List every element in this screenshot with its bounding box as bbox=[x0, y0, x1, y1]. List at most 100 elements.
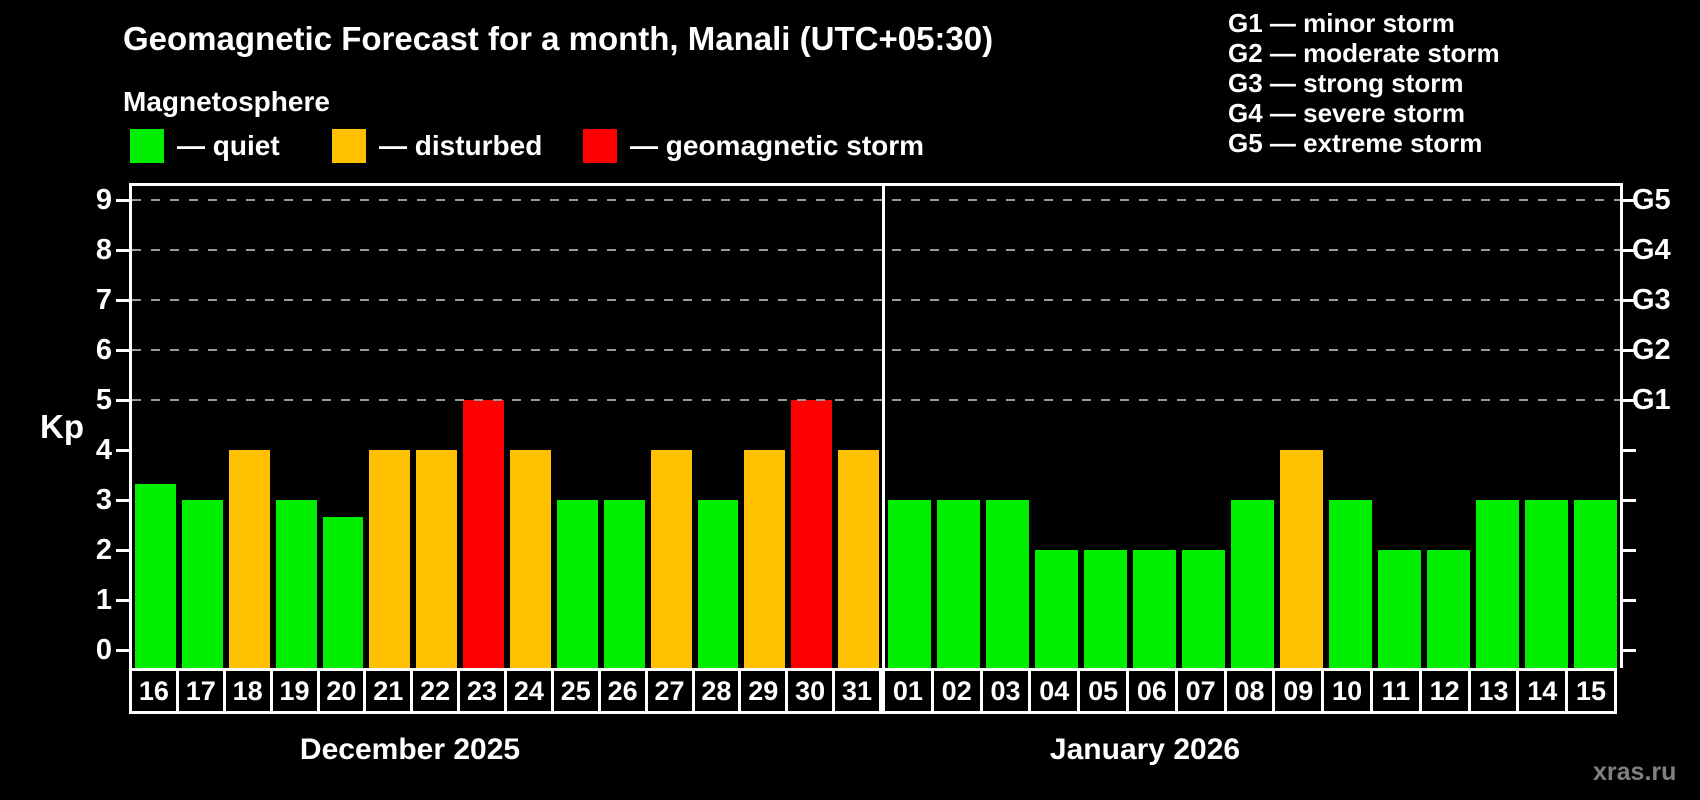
gridline-kp-8 bbox=[132, 249, 1620, 251]
legend-label-disturbed: — disturbed bbox=[379, 130, 543, 161]
kp-bar-20 bbox=[322, 516, 364, 668]
day-label-06: 06 bbox=[1125, 668, 1178, 714]
bar-slot bbox=[1081, 186, 1130, 668]
day-label-02: 02 bbox=[930, 668, 983, 714]
day-label-05: 05 bbox=[1077, 668, 1129, 714]
legend-item-disturbed: — disturbed bbox=[332, 126, 542, 166]
bar-slot bbox=[413, 186, 460, 668]
right-axis-tick bbox=[1623, 649, 1636, 652]
right-axis-tick bbox=[1623, 599, 1636, 602]
day-label-24: 24 bbox=[504, 668, 554, 714]
kp-bar-17 bbox=[181, 500, 223, 668]
kp-bar-10 bbox=[1329, 500, 1372, 668]
bar-slot bbox=[983, 186, 1032, 668]
day-label-13: 13 bbox=[1467, 668, 1520, 714]
bar-slot bbox=[741, 186, 788, 668]
watermark: xras.ru bbox=[1593, 758, 1677, 786]
day-label-25: 25 bbox=[550, 668, 601, 714]
kp-bar-16 bbox=[135, 483, 176, 668]
storm-scale-line-1: G1 — minor storm bbox=[1228, 8, 1455, 38]
bar-slot bbox=[179, 186, 226, 668]
month-divider-line bbox=[882, 186, 885, 668]
day-label-09: 09 bbox=[1272, 668, 1325, 714]
kp-bar-05 bbox=[1084, 550, 1127, 668]
plot-area: 0 1 2 3 4 5 6 7 8 9 G1 G2 G3 G4 G5 bbox=[96, 183, 1671, 668]
day-label-17: 17 bbox=[175, 668, 226, 714]
kp-bar-29 bbox=[744, 450, 786, 668]
legend-label-storm: — geomagnetic storm bbox=[630, 130, 925, 161]
day-label-01: 01 bbox=[882, 668, 934, 714]
bar-slot bbox=[507, 186, 554, 668]
bar-slot bbox=[273, 186, 320, 668]
right-axis-tick bbox=[1623, 349, 1636, 352]
bar-slot bbox=[648, 186, 695, 668]
storm-scale-line-3: G3 — strong storm bbox=[1228, 68, 1464, 98]
g-scale-label: G5 bbox=[1632, 184, 1671, 216]
month-label-january: January 2026 bbox=[1049, 733, 1241, 766]
kp-bar-06 bbox=[1133, 550, 1176, 668]
bars-group-0 bbox=[132, 186, 882, 668]
kp-bar-31 bbox=[838, 450, 879, 668]
month-label-december: December 2025 bbox=[299, 733, 521, 766]
y-tick-label: 4 bbox=[95, 434, 112, 466]
day-label-27: 27 bbox=[644, 668, 695, 714]
y-axis-tick bbox=[116, 499, 129, 502]
day-boxes-group-1: 01 02 03 04 05 06 07 08 09 10 11 12 13 14 15 bbox=[882, 668, 1617, 714]
day-label-26: 26 bbox=[597, 668, 648, 714]
right-axis-tick bbox=[1623, 249, 1636, 252]
bar-slot bbox=[1179, 186, 1228, 668]
day-label-22: 22 bbox=[410, 668, 461, 714]
bar-slot bbox=[460, 186, 507, 668]
day-label-18: 18 bbox=[222, 668, 273, 714]
y-axis-tick bbox=[116, 249, 129, 252]
right-axis-tick bbox=[1623, 199, 1636, 202]
kp-level-legend: — quiet — disturbed — geomagnetic storm bbox=[0, 126, 1000, 166]
bar-slot bbox=[1032, 186, 1081, 668]
kp-bar-11 bbox=[1378, 550, 1421, 668]
right-axis-tick bbox=[1623, 499, 1636, 502]
bar-slot bbox=[934, 186, 983, 668]
y-tick-label: 1 bbox=[95, 584, 112, 616]
kp-bar-23 bbox=[463, 400, 504, 668]
kp-bar-21 bbox=[369, 450, 411, 668]
y-axis-tick bbox=[116, 599, 129, 602]
g-scale-label: G3 bbox=[1632, 284, 1671, 316]
bar-slot bbox=[1130, 186, 1179, 668]
bar-slot bbox=[366, 186, 413, 668]
legend-item-storm: — geomagnetic storm bbox=[583, 126, 924, 166]
kp-bar-08 bbox=[1231, 500, 1274, 668]
kp-bar-25 bbox=[556, 500, 598, 668]
chart-title: Geomagnetic Forecast for a month, Manali… bbox=[123, 20, 994, 57]
right-axis-tick bbox=[1623, 549, 1636, 552]
bar-slot bbox=[1571, 186, 1620, 668]
bar-slot bbox=[601, 186, 648, 668]
kp-bar-13 bbox=[1476, 500, 1519, 668]
kp-bar-14 bbox=[1525, 500, 1568, 668]
bar-slot bbox=[132, 186, 179, 668]
bar-slot bbox=[835, 186, 882, 668]
y-axis-tick bbox=[116, 199, 129, 202]
day-label-20: 20 bbox=[316, 668, 367, 714]
bar-slot bbox=[788, 186, 835, 668]
y-tick-label: 7 bbox=[95, 284, 112, 316]
y-tick-label: 9 bbox=[95, 184, 112, 216]
legend-swatch-disturbed-icon bbox=[332, 129, 366, 163]
bar-slot bbox=[1424, 186, 1473, 668]
y-axis-tick bbox=[116, 649, 129, 652]
y-tick-label: 5 bbox=[95, 384, 112, 416]
g-scale-label: G1 bbox=[1632, 384, 1671, 416]
y-tick-label: 0 bbox=[95, 634, 112, 666]
storm-scale-line-2: G2 — moderate storm bbox=[1228, 38, 1500, 68]
legend-swatch-quiet-icon bbox=[130, 129, 164, 163]
day-label-11: 11 bbox=[1369, 668, 1422, 714]
bar-slot bbox=[695, 186, 742, 668]
day-label-12: 12 bbox=[1418, 668, 1471, 714]
y-axis-tick bbox=[116, 449, 129, 452]
bar-slot bbox=[320, 186, 367, 668]
gridline-kp-7 bbox=[132, 299, 1620, 301]
y-axis-tick bbox=[116, 299, 129, 302]
right-axis-tick bbox=[1623, 299, 1636, 302]
y-axis-label: Kp bbox=[40, 408, 84, 445]
day-label-08: 08 bbox=[1223, 668, 1276, 714]
kp-bar-30 bbox=[791, 400, 833, 668]
